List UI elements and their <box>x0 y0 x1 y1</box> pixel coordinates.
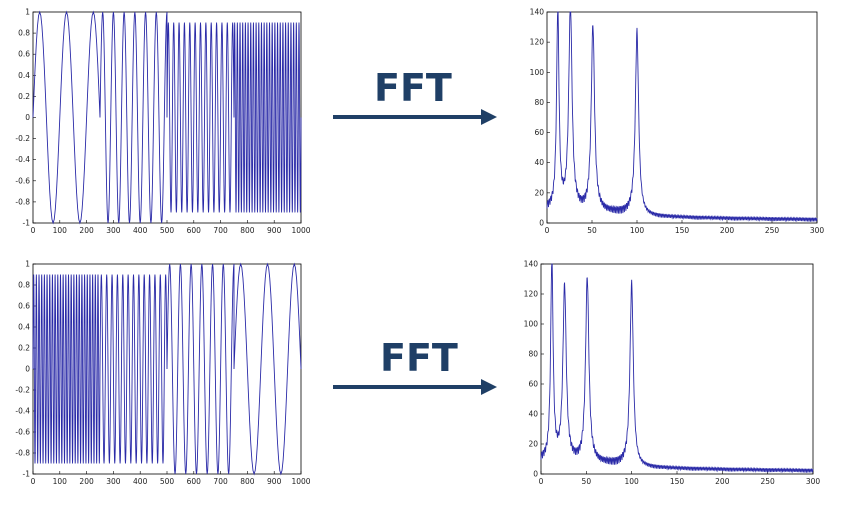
y-tick-label: 20 <box>534 188 544 197</box>
y-tick-label: -1 <box>23 219 31 228</box>
y-tick-label: -0.2 <box>15 134 30 143</box>
y-tick-label: -0.6 <box>15 176 30 185</box>
y-tick-label: 140 <box>524 260 539 269</box>
y-tick-label: 60 <box>528 380 538 389</box>
y-tick-label: 40 <box>534 158 544 167</box>
y-tick-label: 0.6 <box>18 50 30 59</box>
x-tick-label: 300 <box>810 226 825 235</box>
signal-trace <box>32 10 302 225</box>
y-tick-label: 100 <box>524 320 539 329</box>
x-tick-label: 250 <box>765 226 780 235</box>
x-tick-label: 100 <box>53 477 68 486</box>
signal-trace <box>32 262 302 476</box>
x-tick-label: 250 <box>761 477 776 486</box>
y-tick-label: 120 <box>524 290 539 299</box>
x-tick-label: 700 <box>213 226 228 235</box>
x-tick-label: 500 <box>160 226 175 235</box>
x-tick-label: 1000 <box>291 226 310 235</box>
y-tick-label: 0 <box>533 470 538 479</box>
x-tick-label: 0 <box>539 477 544 486</box>
x-tick-label: 800 <box>240 477 255 486</box>
y-tick-label: -0.4 <box>15 155 30 164</box>
x-tick-label: 800 <box>240 226 255 235</box>
y-tick-label: 40 <box>528 410 538 419</box>
y-tick-label: 0.8 <box>18 29 30 38</box>
arrow-head-icon <box>481 109 497 125</box>
x-tick-label: 0 <box>545 226 550 235</box>
x-tick-label: 200 <box>79 477 94 486</box>
x-tick-label: 100 <box>630 226 645 235</box>
x-tick-label: 300 <box>806 477 821 486</box>
y-tick-label: -0.2 <box>15 386 30 395</box>
spectrum-trace <box>546 11 818 223</box>
y-tick-label: -0.8 <box>15 449 30 458</box>
plot-top-left: 0 100 200 300 400 500 600 700 800 900 1000 1 0.8 0.6 0… <box>15 8 310 236</box>
x-tick-label: 200 <box>720 226 735 235</box>
y-tick-label: 100 <box>530 68 545 77</box>
x-tick-label: 600 <box>187 226 202 235</box>
y-tick-label: 1 <box>25 260 30 269</box>
y-tick-label: 140 <box>530 8 545 17</box>
spectrum-trace <box>540 263 814 474</box>
x-tick-label: 1000 <box>291 477 310 486</box>
x-tick-label: 500 <box>160 477 175 486</box>
y-tick-label: 0.8 <box>18 281 30 290</box>
y-tick-label: 20 <box>528 440 538 449</box>
fft-label: FFT <box>380 336 458 380</box>
y-tick-label: 0 <box>25 365 30 374</box>
y-tick-label: -0.8 <box>15 197 30 206</box>
x-tick-label: 100 <box>625 477 640 486</box>
x-tick-label: 0 <box>31 477 36 486</box>
x-tick-label: 50 <box>582 477 592 486</box>
x-tick-label: 300 <box>106 226 121 235</box>
fft-label: FFT <box>374 66 452 110</box>
y-tick-label: -0.6 <box>15 428 30 437</box>
y-tick-label: 0 <box>539 219 544 228</box>
x-tick-label: 150 <box>675 226 690 235</box>
y-tick-label: 0 <box>25 113 30 122</box>
x-tick-label: 100 <box>53 226 68 235</box>
y-tick-label: 0.2 <box>18 344 30 353</box>
x-tick-label: 400 <box>133 226 148 235</box>
y-tick-label: 80 <box>528 350 538 359</box>
y-tick-label: 0.2 <box>18 92 30 101</box>
x-tick-label: 0 <box>31 226 36 235</box>
x-tick-label: 600 <box>187 477 202 486</box>
y-tick-label: 0.6 <box>18 302 30 311</box>
y-tick-label: 80 <box>534 98 544 107</box>
fft-arrow-top: FFT <box>333 66 497 125</box>
x-tick-label: 900 <box>267 477 282 486</box>
x-tick-label: 150 <box>670 477 685 486</box>
x-tick-label: 400 <box>133 477 148 486</box>
arrow-head-icon <box>481 379 497 395</box>
x-tick-label: 700 <box>213 477 228 486</box>
y-tick-label: -0.4 <box>15 407 30 416</box>
y-tick-label: -1 <box>23 470 31 479</box>
x-tick-label: 300 <box>106 477 121 486</box>
y-tick-label: 1 <box>25 8 30 17</box>
y-tick-label: 0.4 <box>18 71 30 80</box>
x-tick-label: 200 <box>715 477 730 486</box>
x-tick-label: 50 <box>587 226 597 235</box>
y-tick-label: 0.4 <box>18 323 30 332</box>
x-tick-label: 200 <box>79 226 94 235</box>
fft-arrow-bottom: FFT <box>333 336 497 395</box>
plot-bottom-left: 0 100 200 300 400 500 600 700 800 900 1000 1 0.8 0.6 0… <box>15 260 310 487</box>
y-tick-label: 120 <box>530 38 545 47</box>
x-tick-label: 900 <box>267 226 282 235</box>
y-tick-label: 60 <box>534 128 544 137</box>
